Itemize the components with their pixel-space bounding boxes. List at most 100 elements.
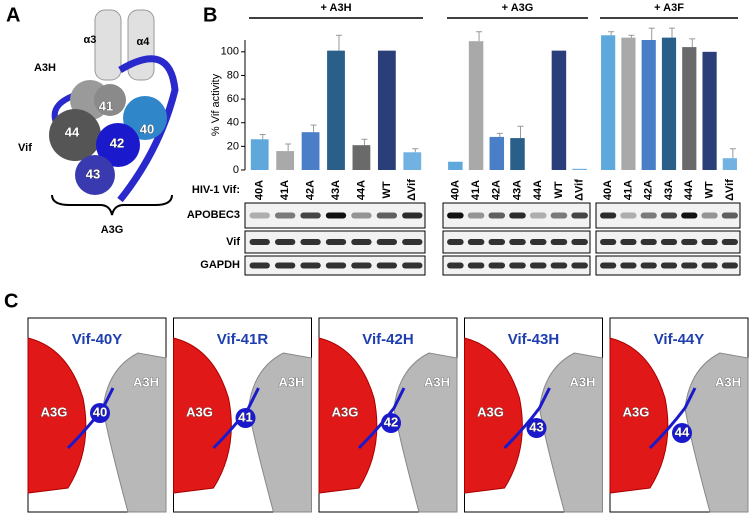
- blot-band: [300, 212, 321, 219]
- blot-band: [550, 262, 568, 269]
- structure-box: [173, 317, 312, 513]
- group-title: + A3H: [320, 2, 351, 14]
- a3h-surface: [393, 352, 458, 513]
- vif-ribbon: [357, 387, 406, 450]
- bar: [641, 40, 656, 170]
- structure-box: [609, 317, 749, 513]
- x-tick-label: 44A: [532, 180, 544, 200]
- bar: [722, 158, 737, 170]
- blot-band: [701, 262, 718, 269]
- blot-band: [681, 239, 698, 245]
- bar: [551, 50, 567, 170]
- bar: [301, 132, 320, 170]
- blot-band: [620, 239, 637, 245]
- x-tick-label: 42A: [643, 180, 655, 200]
- blot-band: [376, 262, 398, 269]
- blot-band: [571, 239, 588, 245]
- x-tick-label: 43A: [330, 180, 342, 200]
- a3g-surface: [173, 337, 232, 494]
- blot-band: [402, 212, 423, 219]
- blot-band: [376, 212, 398, 219]
- blot-band: [600, 262, 617, 269]
- blot-band: [660, 212, 678, 219]
- blot-band: [681, 262, 698, 269]
- blot-band: [529, 212, 547, 219]
- blot-band: [721, 262, 738, 269]
- y-tick-label: 60: [227, 93, 239, 105]
- blot-band: [447, 239, 464, 245]
- bar: [661, 37, 677, 170]
- a3g-surface: [609, 337, 669, 494]
- blot-band: [274, 212, 296, 219]
- label: 43: [86, 166, 100, 181]
- blot-band: [402, 262, 423, 269]
- vif-residue: [526, 418, 547, 438]
- y-tick-label: 100: [221, 46, 239, 58]
- blot-label: APOBEC3: [187, 209, 240, 221]
- x-tick-label: ΔVif: [574, 179, 586, 201]
- vif-ribbon: [503, 387, 551, 450]
- a3g-label: A3G: [41, 404, 68, 419]
- label: 44: [65, 124, 80, 139]
- x-tick-label: 41A: [279, 180, 291, 200]
- a3h-label: A3H: [424, 374, 450, 389]
- x-tick-label: 40A: [602, 180, 614, 200]
- blot-band: [509, 212, 526, 219]
- bar: [276, 151, 295, 170]
- box-title: Vif-40Y: [72, 331, 123, 348]
- blot-band: [509, 262, 526, 269]
- blot-band: [325, 239, 347, 245]
- blot-band: [721, 239, 738, 245]
- y-tick-label: 20: [227, 140, 239, 152]
- blot-band: [660, 262, 678, 269]
- structure-box: [464, 317, 603, 513]
- residue-label: 44: [675, 424, 690, 439]
- label: Vif: [18, 142, 32, 154]
- bar: [327, 50, 345, 170]
- a3g-label: A3G: [623, 404, 650, 419]
- blot-band: [447, 262, 464, 269]
- label: α3: [84, 34, 97, 46]
- panel-letter: C: [4, 290, 18, 312]
- x-tick-label: 44A: [355, 180, 367, 200]
- blot-band: [249, 212, 270, 219]
- blot-band: [274, 239, 296, 245]
- a3h-label: A3H: [278, 374, 304, 389]
- x-tick-label: 42A: [304, 180, 316, 200]
- label: 42: [110, 135, 124, 150]
- blot-band: [701, 212, 718, 219]
- panel-letter: A: [6, 4, 20, 26]
- blot-band: [571, 212, 588, 219]
- blot-band: [701, 239, 718, 245]
- y-tick-label: 0: [233, 164, 239, 176]
- bar: [468, 41, 484, 170]
- x-tick-label: 43A: [511, 180, 523, 200]
- y-tick-label: 80: [227, 69, 239, 81]
- structure-box: [27, 317, 167, 513]
- x-tick-label: ΔVif: [406, 179, 418, 201]
- blot-band: [467, 212, 485, 219]
- blot-band: [640, 239, 657, 245]
- blot-band: [300, 239, 321, 245]
- blot-band: [660, 239, 678, 245]
- a3g-surface: [318, 337, 378, 494]
- bar: [448, 161, 463, 170]
- row-header: HIV-1 Vif:: [192, 184, 240, 196]
- bar: [621, 37, 636, 170]
- box-title: Vif-42H: [362, 331, 413, 348]
- blot-label: GAPDH: [200, 259, 240, 271]
- blot-band: [488, 239, 506, 245]
- blot-band: [640, 262, 657, 269]
- blot-band: [550, 239, 568, 245]
- x-tick-label: 41A: [622, 180, 634, 200]
- blot-band: [640, 212, 657, 219]
- vif-ribbon: [66, 387, 115, 450]
- label: A3G: [101, 224, 124, 236]
- blot-band: [620, 212, 637, 219]
- bar: [702, 51, 717, 171]
- blot-band: [529, 262, 547, 269]
- blot-band: [325, 262, 347, 269]
- blot-band: [325, 212, 347, 219]
- bar: [572, 168, 587, 170]
